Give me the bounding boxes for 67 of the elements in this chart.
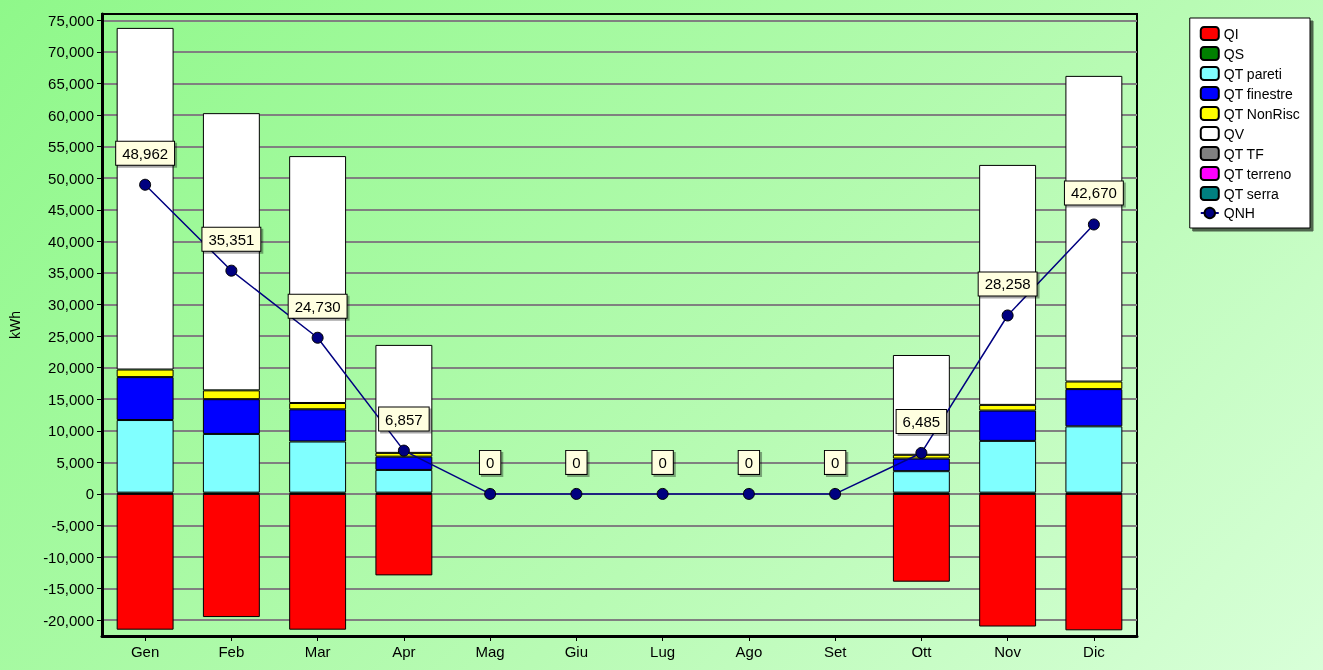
legend-label: QT TF (1223, 145, 1264, 162)
point (829, 487, 842, 500)
point (1087, 218, 1100, 231)
y-tick-label: 40,000 (48, 232, 94, 250)
y-tick-label: -10,000 (43, 548, 94, 566)
y-tick-label: -20,000 (43, 611, 94, 629)
data-label: 0 (830, 453, 840, 471)
legend-label: QT pareti (1223, 65, 1282, 82)
data-label: 0 (658, 453, 667, 471)
point (397, 444, 410, 457)
data-label: 0 (572, 453, 581, 471)
y-tick-label: -5,000 (51, 516, 94, 534)
data-label: 28,258 (984, 275, 1031, 293)
point (139, 178, 152, 191)
data-label: 35,351 (208, 230, 255, 248)
legend-label: QV (1223, 125, 1245, 142)
legend-label: QT finestre (1223, 85, 1293, 102)
y-tick-label: 45,000 (48, 201, 94, 219)
y-tick-label: 35,000 (48, 264, 94, 282)
x-tick-label: Feb (218, 643, 245, 660)
y-tick-label: 60,000 (48, 106, 94, 124)
y-tick-label: 55,000 (48, 138, 94, 156)
data-label: 24,730 (294, 297, 341, 315)
data-label: 0 (744, 453, 754, 471)
point (1001, 309, 1014, 322)
data-label: 42,670 (1070, 184, 1117, 202)
point (570, 487, 583, 500)
x-tick-label: Set (823, 643, 848, 660)
data-label: 6,485 (902, 412, 941, 430)
y-tick-label: 20,000 (48, 359, 94, 377)
x-tick-label: Nov (994, 643, 1022, 660)
point (656, 487, 669, 500)
x-tick-label: Giu (564, 643, 589, 660)
data-label: 6,857 (385, 410, 423, 428)
legend-label: QT NonRisc (1223, 105, 1300, 122)
data-label: 0 (485, 453, 495, 471)
y-tick-label: 65,000 (48, 74, 94, 92)
point (915, 446, 928, 459)
x-tick-label: Gen (130, 643, 160, 660)
legend-label: QI (1223, 25, 1239, 42)
x-tick-label: Ott (911, 643, 933, 660)
y-tick-label: -15,000 (43, 580, 94, 598)
point (484, 487, 497, 500)
x-tick-label: Dic (1083, 643, 1106, 660)
x-tick-label: Lug (650, 643, 676, 660)
point (742, 487, 755, 500)
x-tick-label: Ago (735, 643, 763, 660)
y-tick-label: 50,000 (48, 169, 94, 187)
data-label: 48,962 (122, 144, 169, 162)
point (311, 331, 324, 344)
y-tick-label: 70,000 (48, 43, 94, 61)
x-tick-label: Apr (392, 643, 416, 660)
x-tick-label: Mag (475, 643, 505, 660)
y-tick-label: 15,000 (48, 390, 94, 408)
y-axis-title: kWh (7, 311, 23, 339)
legend-label: QS (1223, 45, 1244, 62)
legend-label: QT serra (1223, 185, 1279, 202)
y-tick-label: 75,000 (48, 11, 94, 29)
y-tick-label: 0 (85, 485, 94, 503)
y-tick-label: 5,000 (56, 453, 94, 471)
x-tick-label: Mar (304, 643, 331, 660)
y-tick-label: 10,000 (48, 422, 94, 440)
legend-label: QNH (1223, 205, 1255, 221)
point (225, 264, 238, 277)
y-tick-label: 25,000 (48, 327, 94, 345)
legend-label: QT terreno (1223, 165, 1292, 182)
y-tick-label: 30,000 (48, 295, 94, 313)
